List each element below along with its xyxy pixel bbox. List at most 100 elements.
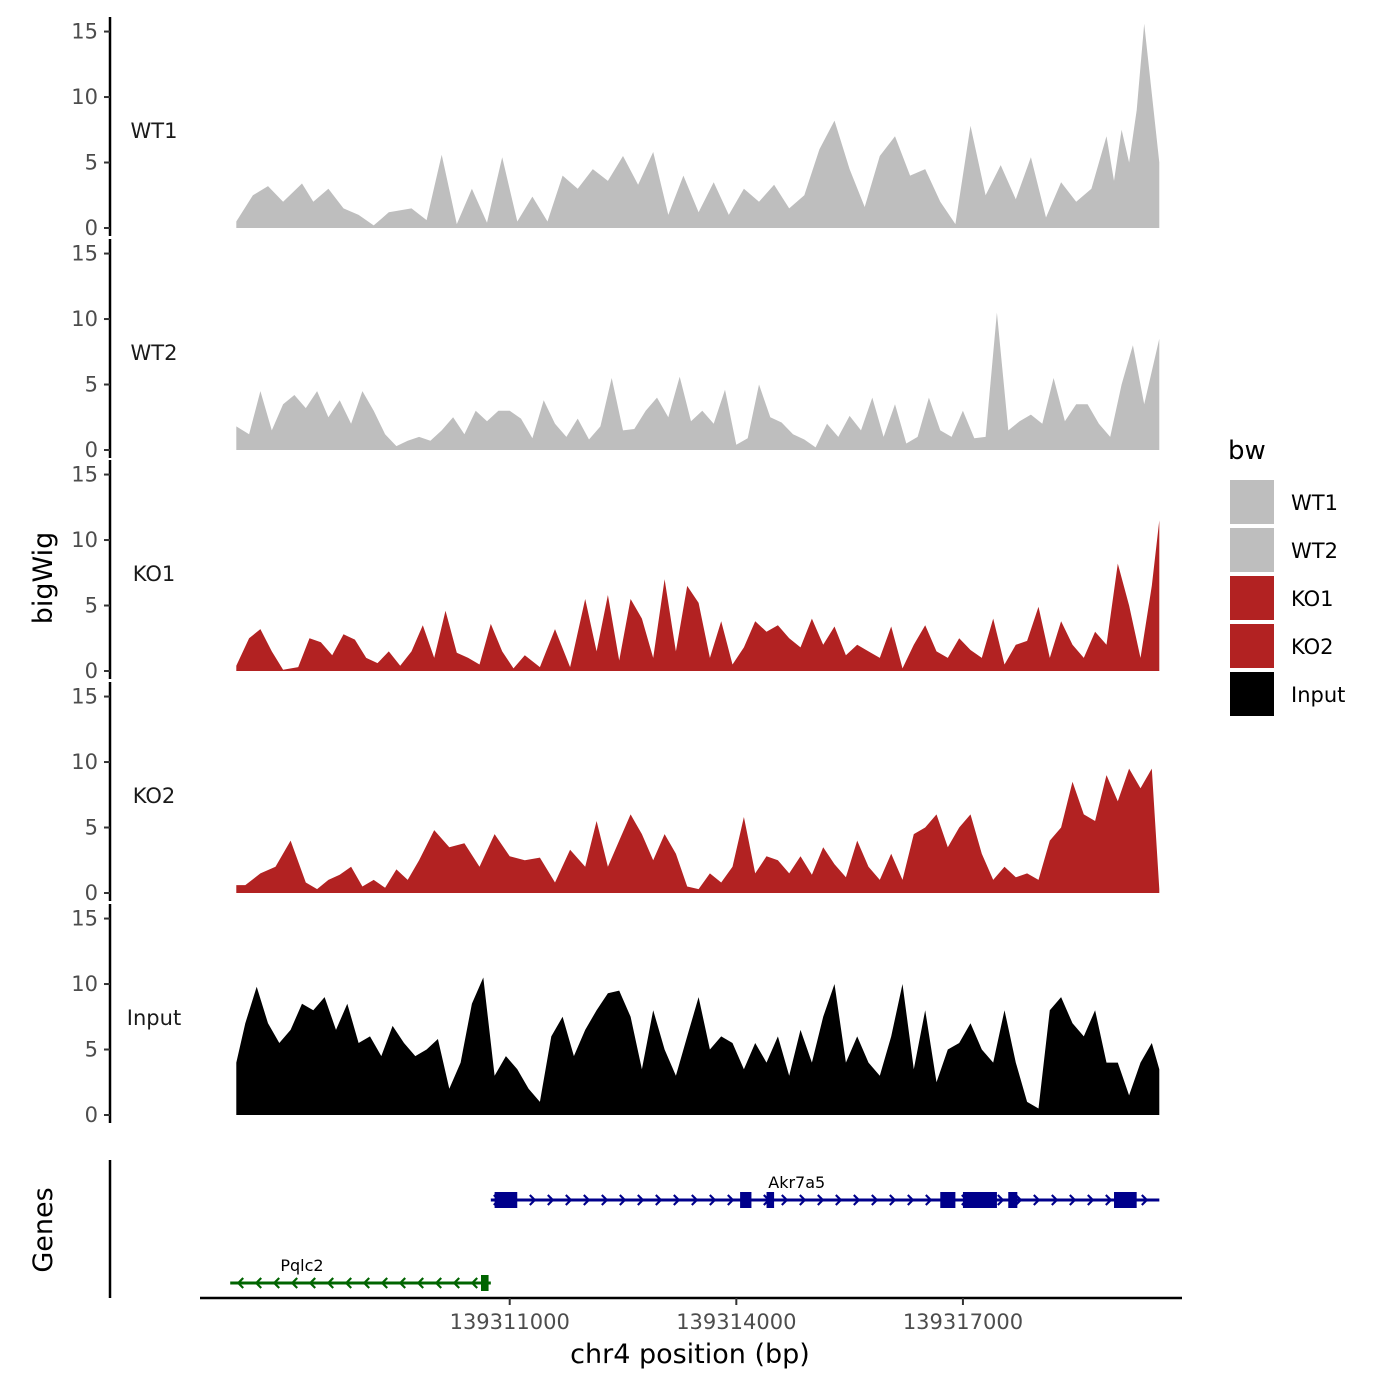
strand-arrow: [362, 1277, 370, 1289]
y-tick-label: 5: [85, 816, 98, 840]
strand-arrow: [452, 1277, 460, 1289]
legend-swatch-wt1: [1230, 480, 1274, 524]
track-wt2: 0 5 10 15 WT2: [71, 239, 1160, 462]
strand-arrow: [997, 1194, 1005, 1206]
track-label: KO1: [133, 562, 176, 586]
y-tick-label: 0: [85, 1103, 98, 1127]
track-label: WT1: [131, 119, 178, 143]
y-tick-label: 5: [85, 373, 98, 397]
strand-arrow: [308, 1277, 316, 1289]
area-wt1: [236, 23, 1160, 229]
y-tick-label: 0: [85, 881, 98, 905]
strand-arrow: [691, 1194, 699, 1206]
legend-swatch-input: [1230, 672, 1274, 716]
strand-arrow: [470, 1277, 478, 1289]
exon: [940, 1192, 956, 1208]
gene-label: Pqlc2: [280, 1256, 323, 1275]
strand-arrow: [673, 1194, 681, 1206]
gene-track-title: Genes: [28, 1187, 59, 1272]
y-tick-label: 15: [71, 20, 98, 44]
strand-arrow: [1033, 1194, 1041, 1206]
strand-arrow: [344, 1277, 352, 1289]
strand-arrow: [272, 1277, 280, 1289]
strand-arrow: [871, 1194, 879, 1206]
strand-arrow: [529, 1194, 537, 1206]
strand-arrow: [290, 1277, 298, 1289]
legend-label-wt2: WT2: [1291, 539, 1338, 563]
y-tick-label: 5: [85, 151, 98, 175]
area-wt2: [236, 312, 1160, 450]
area-ko1: [236, 520, 1160, 671]
track-label: WT2: [131, 341, 178, 365]
legend-label-ko1: KO1: [1291, 587, 1334, 611]
y-tick-label: 5: [85, 1038, 98, 1062]
x-axis: 139311000 139314000 139317000: [200, 1296, 1182, 1334]
legend-swatch-ko2: [1230, 624, 1274, 668]
strand-arrow: [727, 1194, 735, 1206]
gene-label: Akr7a5: [768, 1173, 825, 1192]
y-tick-label: 15: [71, 463, 98, 487]
strand-arrow: [1015, 1194, 1023, 1206]
strand-arrow: [619, 1194, 627, 1206]
strand-arrow: [583, 1194, 591, 1206]
strand-arrow: [817, 1194, 825, 1206]
strand-arrow: [835, 1194, 843, 1206]
track-ko1: 0 5 10 15 KO1: [71, 460, 1160, 683]
bigwig-tracks: 0 5 10 15 WT1 0 5 10 15 WT2 0 5 10 15 KO1 0 5 10 15 KO2 0 5 10…: [71, 17, 1160, 1127]
y-axis-title: bigWig: [28, 532, 59, 625]
strand-arrow: [1069, 1194, 1077, 1206]
x-tick-label: 139314000: [676, 1310, 796, 1334]
strand-arrow: [1051, 1194, 1059, 1206]
y-tick-label: 15: [71, 242, 98, 266]
exon: [481, 1275, 489, 1291]
x-tick-label: 139317000: [903, 1310, 1023, 1334]
strand-arrow: [547, 1194, 555, 1206]
legend-title: bw: [1228, 436, 1266, 466]
strand-arrow: [254, 1277, 262, 1289]
gene-track: Akr7a5 Pqlc2: [108, 1160, 1160, 1298]
exon: [494, 1192, 518, 1208]
legend-label-input: Input: [1291, 683, 1345, 707]
y-tick-label: 0: [85, 438, 98, 462]
area-input: [236, 977, 1160, 1115]
strand-arrow: [655, 1194, 663, 1206]
strand-arrow: [709, 1194, 717, 1206]
y-tick-label: 10: [71, 528, 98, 552]
legend-label-wt1: WT1: [1291, 491, 1338, 515]
area-ko2: [236, 768, 1160, 893]
strand-arrow: [398, 1277, 406, 1289]
gene-akr7a5: Akr7a5: [490, 1173, 1160, 1208]
strand-arrow: [907, 1194, 915, 1206]
legend: bw WT1 WT2 KO1 KO2 Input: [1228, 436, 1345, 716]
exon: [1008, 1192, 1018, 1208]
y-tick-label: 10: [71, 972, 98, 996]
exon: [1114, 1192, 1137, 1208]
y-tick-label: 5: [85, 594, 98, 618]
strand-arrow: [601, 1194, 609, 1206]
strand-arrow: [1105, 1194, 1113, 1206]
strand-arrow: [925, 1194, 933, 1206]
strand-arrow: [380, 1277, 388, 1289]
y-tick-label: 15: [71, 685, 98, 709]
y-tick-label: 0: [85, 659, 98, 683]
x-axis-title: chr4 position (bp): [570, 1339, 810, 1370]
y-tick-label: 15: [71, 907, 98, 931]
legend-label-ko2: KO2: [1291, 635, 1334, 659]
y-tick-label: 10: [71, 85, 98, 109]
strand-arrow: [416, 1277, 424, 1289]
track-label: KO2: [133, 784, 176, 808]
strand-arrow: [236, 1277, 244, 1289]
track-ko2: 0 5 10 15 KO2: [71, 682, 1160, 905]
strand-arrow: [853, 1194, 861, 1206]
strand-arrow: [637, 1194, 645, 1206]
exon: [962, 1192, 997, 1208]
track-input: 0 5 10 15 Input: [71, 904, 1160, 1127]
legend-swatch-ko1: [1230, 576, 1274, 620]
strand-arrow: [781, 1194, 789, 1206]
strand-arrow: [326, 1277, 334, 1289]
exon: [740, 1192, 752, 1208]
strand-arrow: [565, 1194, 573, 1206]
track-label: Input: [127, 1006, 181, 1030]
gene-pqlc2: Pqlc2: [230, 1256, 491, 1291]
